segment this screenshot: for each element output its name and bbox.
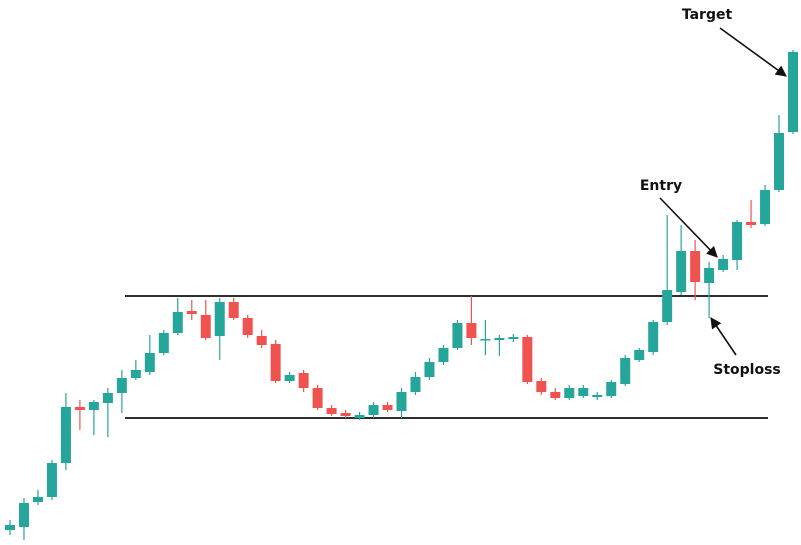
candle-body — [438, 348, 449, 362]
candle-body — [704, 268, 715, 283]
candle-body — [228, 302, 239, 318]
candle-body — [46, 463, 57, 497]
candle-body — [284, 375, 295, 381]
candle-body — [270, 344, 281, 381]
candle-body — [312, 388, 323, 408]
candle-body — [172, 312, 183, 333]
candle-body — [410, 377, 421, 392]
candle-body — [60, 407, 71, 463]
candle-body — [144, 353, 155, 372]
annotation: Stoploss — [713, 362, 781, 378]
candle-body — [564, 388, 575, 398]
candle-body — [550, 392, 561, 398]
candle-body — [74, 407, 85, 410]
candle-body — [452, 323, 463, 348]
candle-body — [732, 222, 743, 260]
candle-body — [424, 362, 435, 377]
candle-body — [158, 333, 169, 353]
candle-body — [326, 408, 337, 414]
arrow — [710, 317, 737, 356]
candle-body — [578, 388, 589, 396]
candle-body — [662, 290, 673, 322]
candle-body — [508, 337, 519, 339]
candle-body — [116, 378, 127, 393]
candle-body — [480, 339, 491, 341]
candle-body — [5, 525, 15, 530]
candle-body — [718, 259, 729, 270]
candle-body — [102, 393, 113, 403]
candle-body — [592, 395, 603, 397]
candle-body — [368, 405, 379, 415]
candle-body — [648, 322, 659, 352]
candle-body — [200, 315, 211, 338]
candle-body — [466, 323, 477, 338]
candle-body — [774, 133, 785, 190]
candles — [5, 50, 798, 540]
candle-body — [620, 358, 631, 384]
candle-body — [606, 382, 617, 396]
candle-body — [788, 52, 798, 132]
candle-body — [130, 370, 141, 378]
candle-body — [494, 338, 505, 340]
candle-body — [354, 415, 365, 418]
candle-body — [32, 497, 43, 502]
arrow — [719, 27, 787, 77]
candle-body — [298, 373, 309, 388]
candle-body — [396, 392, 407, 411]
candle-body — [382, 405, 393, 410]
candle-body — [186, 311, 197, 314]
candle-body — [256, 336, 267, 345]
annotation: Target — [682, 7, 733, 23]
candle-body — [340, 413, 351, 416]
candle-body — [214, 302, 225, 336]
candle-body — [676, 251, 687, 292]
candle-body — [18, 503, 29, 527]
candle-body — [242, 318, 253, 335]
candle-body — [690, 251, 701, 282]
candle-body — [634, 350, 645, 360]
candle-body — [536, 381, 547, 392]
arrow — [659, 197, 718, 258]
candle-body — [760, 190, 771, 224]
candle-body — [746, 222, 757, 225]
candle-body — [522, 337, 533, 382]
candle-body — [88, 402, 99, 410]
annotation: Entry — [640, 178, 682, 194]
